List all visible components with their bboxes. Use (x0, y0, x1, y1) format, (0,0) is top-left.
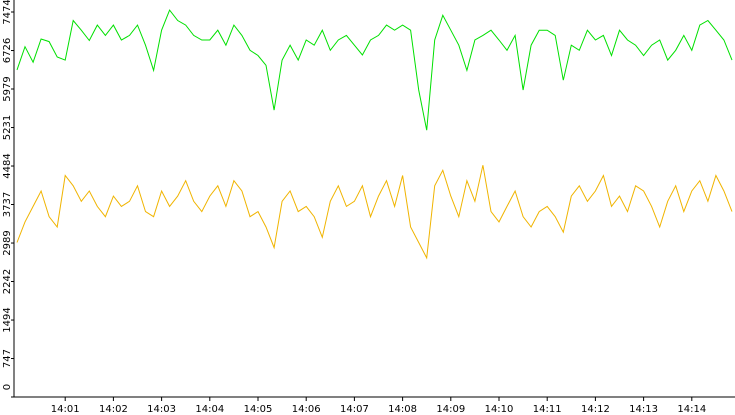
y-tick-label: 5979 (2, 76, 13, 101)
x-tick-label: 14:12 (581, 404, 610, 415)
y-tick-label: 4484 (2, 153, 13, 178)
series-line (16, 9, 733, 131)
y-tick-label: 7474 (2, 0, 13, 25)
y-tick-label: 0 (2, 384, 13, 390)
x-tick-label: 14:04 (195, 404, 224, 415)
x-tick-label: 14:09 (436, 404, 465, 415)
y-tick-label: 747 (2, 349, 13, 368)
y-tick-label: 3737 (2, 192, 13, 217)
x-tick-label: 14:05 (244, 404, 273, 415)
x-tick-label: 14:10 (485, 404, 514, 415)
x-tick-label: 14:01 (51, 404, 80, 415)
series-line (16, 165, 733, 260)
y-tick-label: 2242 (2, 269, 13, 294)
y-tick-label: 5231 (2, 115, 13, 140)
x-tick-label: 14:07 (340, 404, 369, 415)
y-tick-label: 2989 (2, 230, 13, 255)
y-tick-label: 1494 (2, 307, 13, 332)
x-tick-label: 14:02 (99, 404, 128, 415)
x-tick-label: 14:03 (147, 404, 176, 415)
y-tick-label: 6726 (2, 38, 13, 63)
x-tick-label: 14:11 (533, 404, 562, 415)
x-tick-label: 14:13 (629, 404, 658, 415)
x-tick-label: 14:14 (677, 404, 706, 415)
x-tick-label: 14:08 (388, 404, 417, 415)
x-tick-label: 14:06 (292, 404, 321, 415)
